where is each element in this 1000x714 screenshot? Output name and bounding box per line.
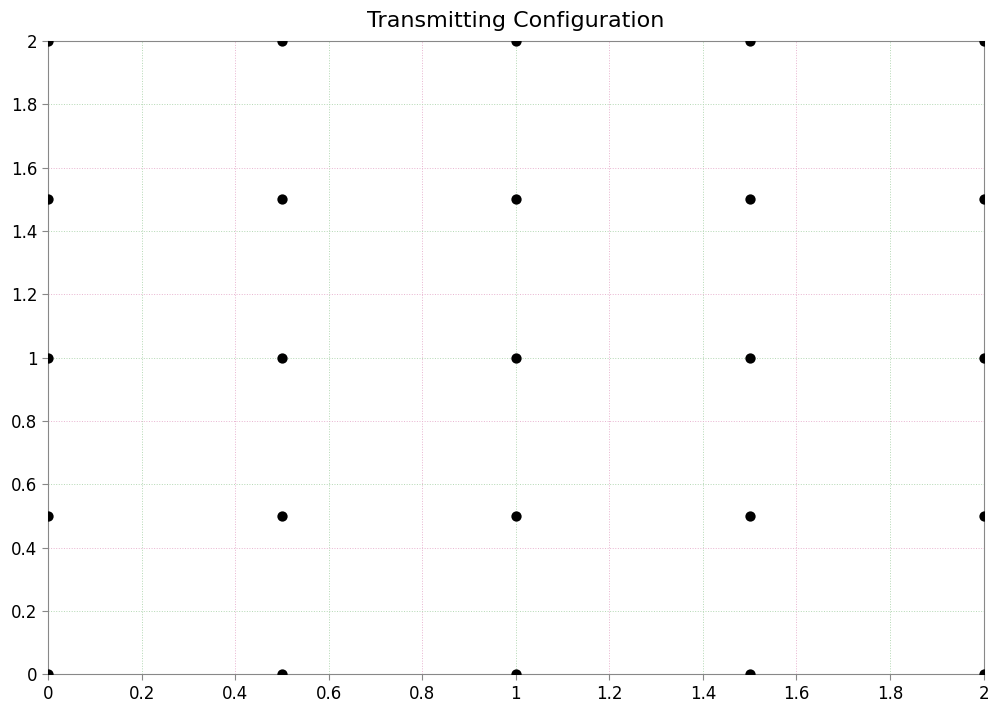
Point: [742, 352, 758, 363]
Point: [976, 193, 992, 205]
Point: [976, 511, 992, 522]
Point: [274, 35, 290, 46]
Point: [742, 193, 758, 205]
Point: [742, 669, 758, 680]
Point: [976, 35, 992, 46]
Point: [40, 511, 56, 522]
Title: Transmitting Configuration: Transmitting Configuration: [367, 11, 664, 31]
Point: [274, 511, 290, 522]
Point: [508, 669, 524, 680]
Point: [274, 352, 290, 363]
Point: [40, 193, 56, 205]
Point: [40, 352, 56, 363]
Point: [742, 35, 758, 46]
Point: [976, 352, 992, 363]
Point: [274, 669, 290, 680]
Point: [742, 511, 758, 522]
Point: [508, 35, 524, 46]
Point: [508, 352, 524, 363]
Point: [40, 35, 56, 46]
Point: [508, 511, 524, 522]
Point: [274, 193, 290, 205]
Point: [40, 669, 56, 680]
Point: [976, 669, 992, 680]
Point: [508, 193, 524, 205]
